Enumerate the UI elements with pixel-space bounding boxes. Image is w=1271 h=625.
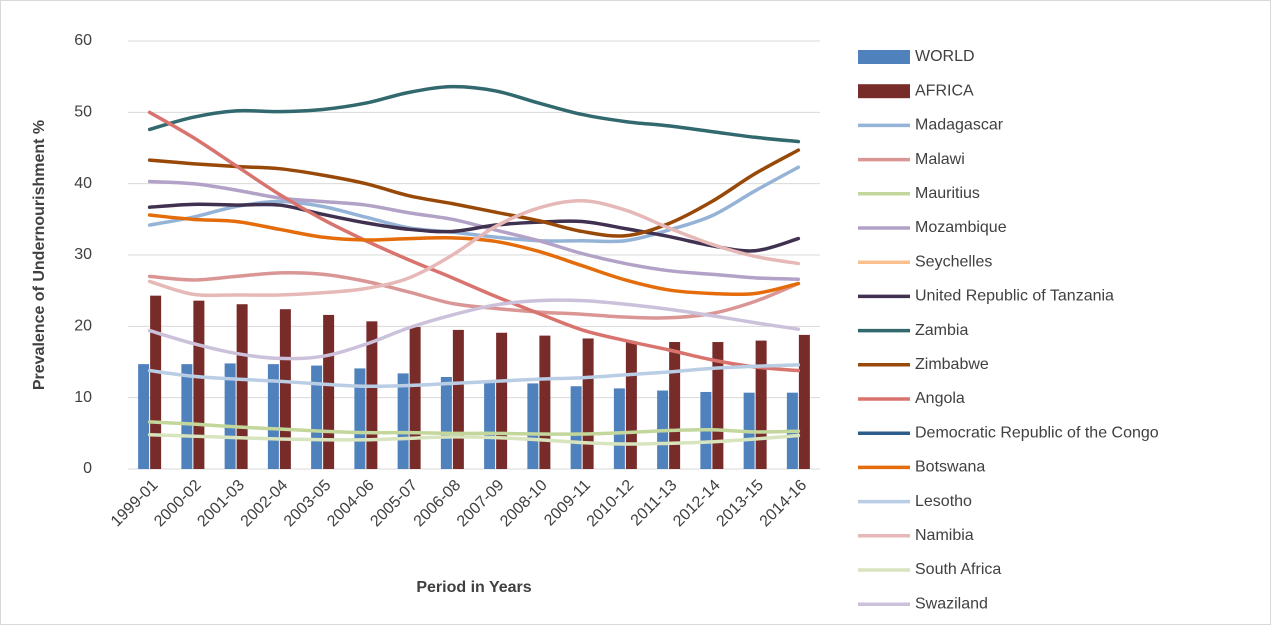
bar xyxy=(625,341,637,469)
legend-swatch xyxy=(858,84,910,99)
bar xyxy=(193,300,205,469)
legend-label: Zambia xyxy=(915,322,968,339)
legend-label: Mauritius xyxy=(915,185,980,202)
bar xyxy=(224,363,236,469)
legend-label: WORLD xyxy=(915,48,975,65)
bar xyxy=(496,332,508,469)
y-tick-label: 10 xyxy=(74,389,92,406)
line xyxy=(147,420,801,436)
legend-label: AFRICA xyxy=(915,82,974,99)
legend-label: Namibia xyxy=(915,527,974,544)
bar xyxy=(484,381,496,469)
bar xyxy=(181,364,193,469)
bar xyxy=(712,342,724,469)
y-tick-label: 40 xyxy=(74,175,92,192)
bar xyxy=(397,373,409,469)
line xyxy=(147,84,801,144)
legend-label: Angola xyxy=(915,390,965,407)
y-tick-label: 60 xyxy=(74,32,92,49)
bar xyxy=(138,364,150,469)
bar xyxy=(539,335,551,469)
y-tick-label: 20 xyxy=(74,318,92,335)
legend-swatch xyxy=(858,50,910,64)
legend-label: South Africa xyxy=(915,561,1001,578)
legend-label: Lesotho xyxy=(915,493,972,510)
y-tick-label: 50 xyxy=(74,104,92,121)
legend-label: Malawi xyxy=(915,151,965,168)
bar xyxy=(236,304,248,469)
y-axis-label: Prevalence of Undernourishment % xyxy=(31,120,48,390)
line xyxy=(147,110,801,373)
line xyxy=(147,148,801,238)
legend-label: Botswana xyxy=(915,459,985,476)
bar xyxy=(755,340,767,469)
bar xyxy=(440,376,452,469)
y-tick-label: 30 xyxy=(74,246,92,263)
y-tick-label: 0 xyxy=(83,460,92,477)
bar xyxy=(366,321,378,469)
bar xyxy=(582,338,594,469)
bar xyxy=(798,334,810,469)
line xyxy=(147,433,801,446)
line xyxy=(147,298,801,361)
bar xyxy=(669,342,681,469)
bar xyxy=(527,383,539,469)
legend-label: Swaziland xyxy=(915,595,988,612)
legend-label: Mozambique xyxy=(915,219,1007,236)
legend-label: Madagascar xyxy=(915,117,1004,134)
bar xyxy=(279,309,291,469)
line xyxy=(147,199,801,298)
bar xyxy=(323,314,335,469)
line xyxy=(147,270,801,320)
bar xyxy=(570,386,582,469)
bar xyxy=(409,327,421,469)
bar xyxy=(613,388,625,469)
legend-label: Democratic Republic of the Congo xyxy=(915,424,1159,441)
x-axis-label: Period in Years xyxy=(416,579,531,596)
legend-label: Seychelles xyxy=(915,253,992,270)
bar xyxy=(354,368,366,469)
legend-label: Zimbabwe xyxy=(915,356,989,373)
bar xyxy=(452,329,464,469)
bar xyxy=(150,295,162,469)
bar xyxy=(311,365,323,469)
line xyxy=(147,179,801,282)
bar xyxy=(267,364,279,469)
line xyxy=(147,202,801,253)
legend-label: United Republic of Tanzania xyxy=(915,288,1114,305)
line xyxy=(147,363,801,389)
